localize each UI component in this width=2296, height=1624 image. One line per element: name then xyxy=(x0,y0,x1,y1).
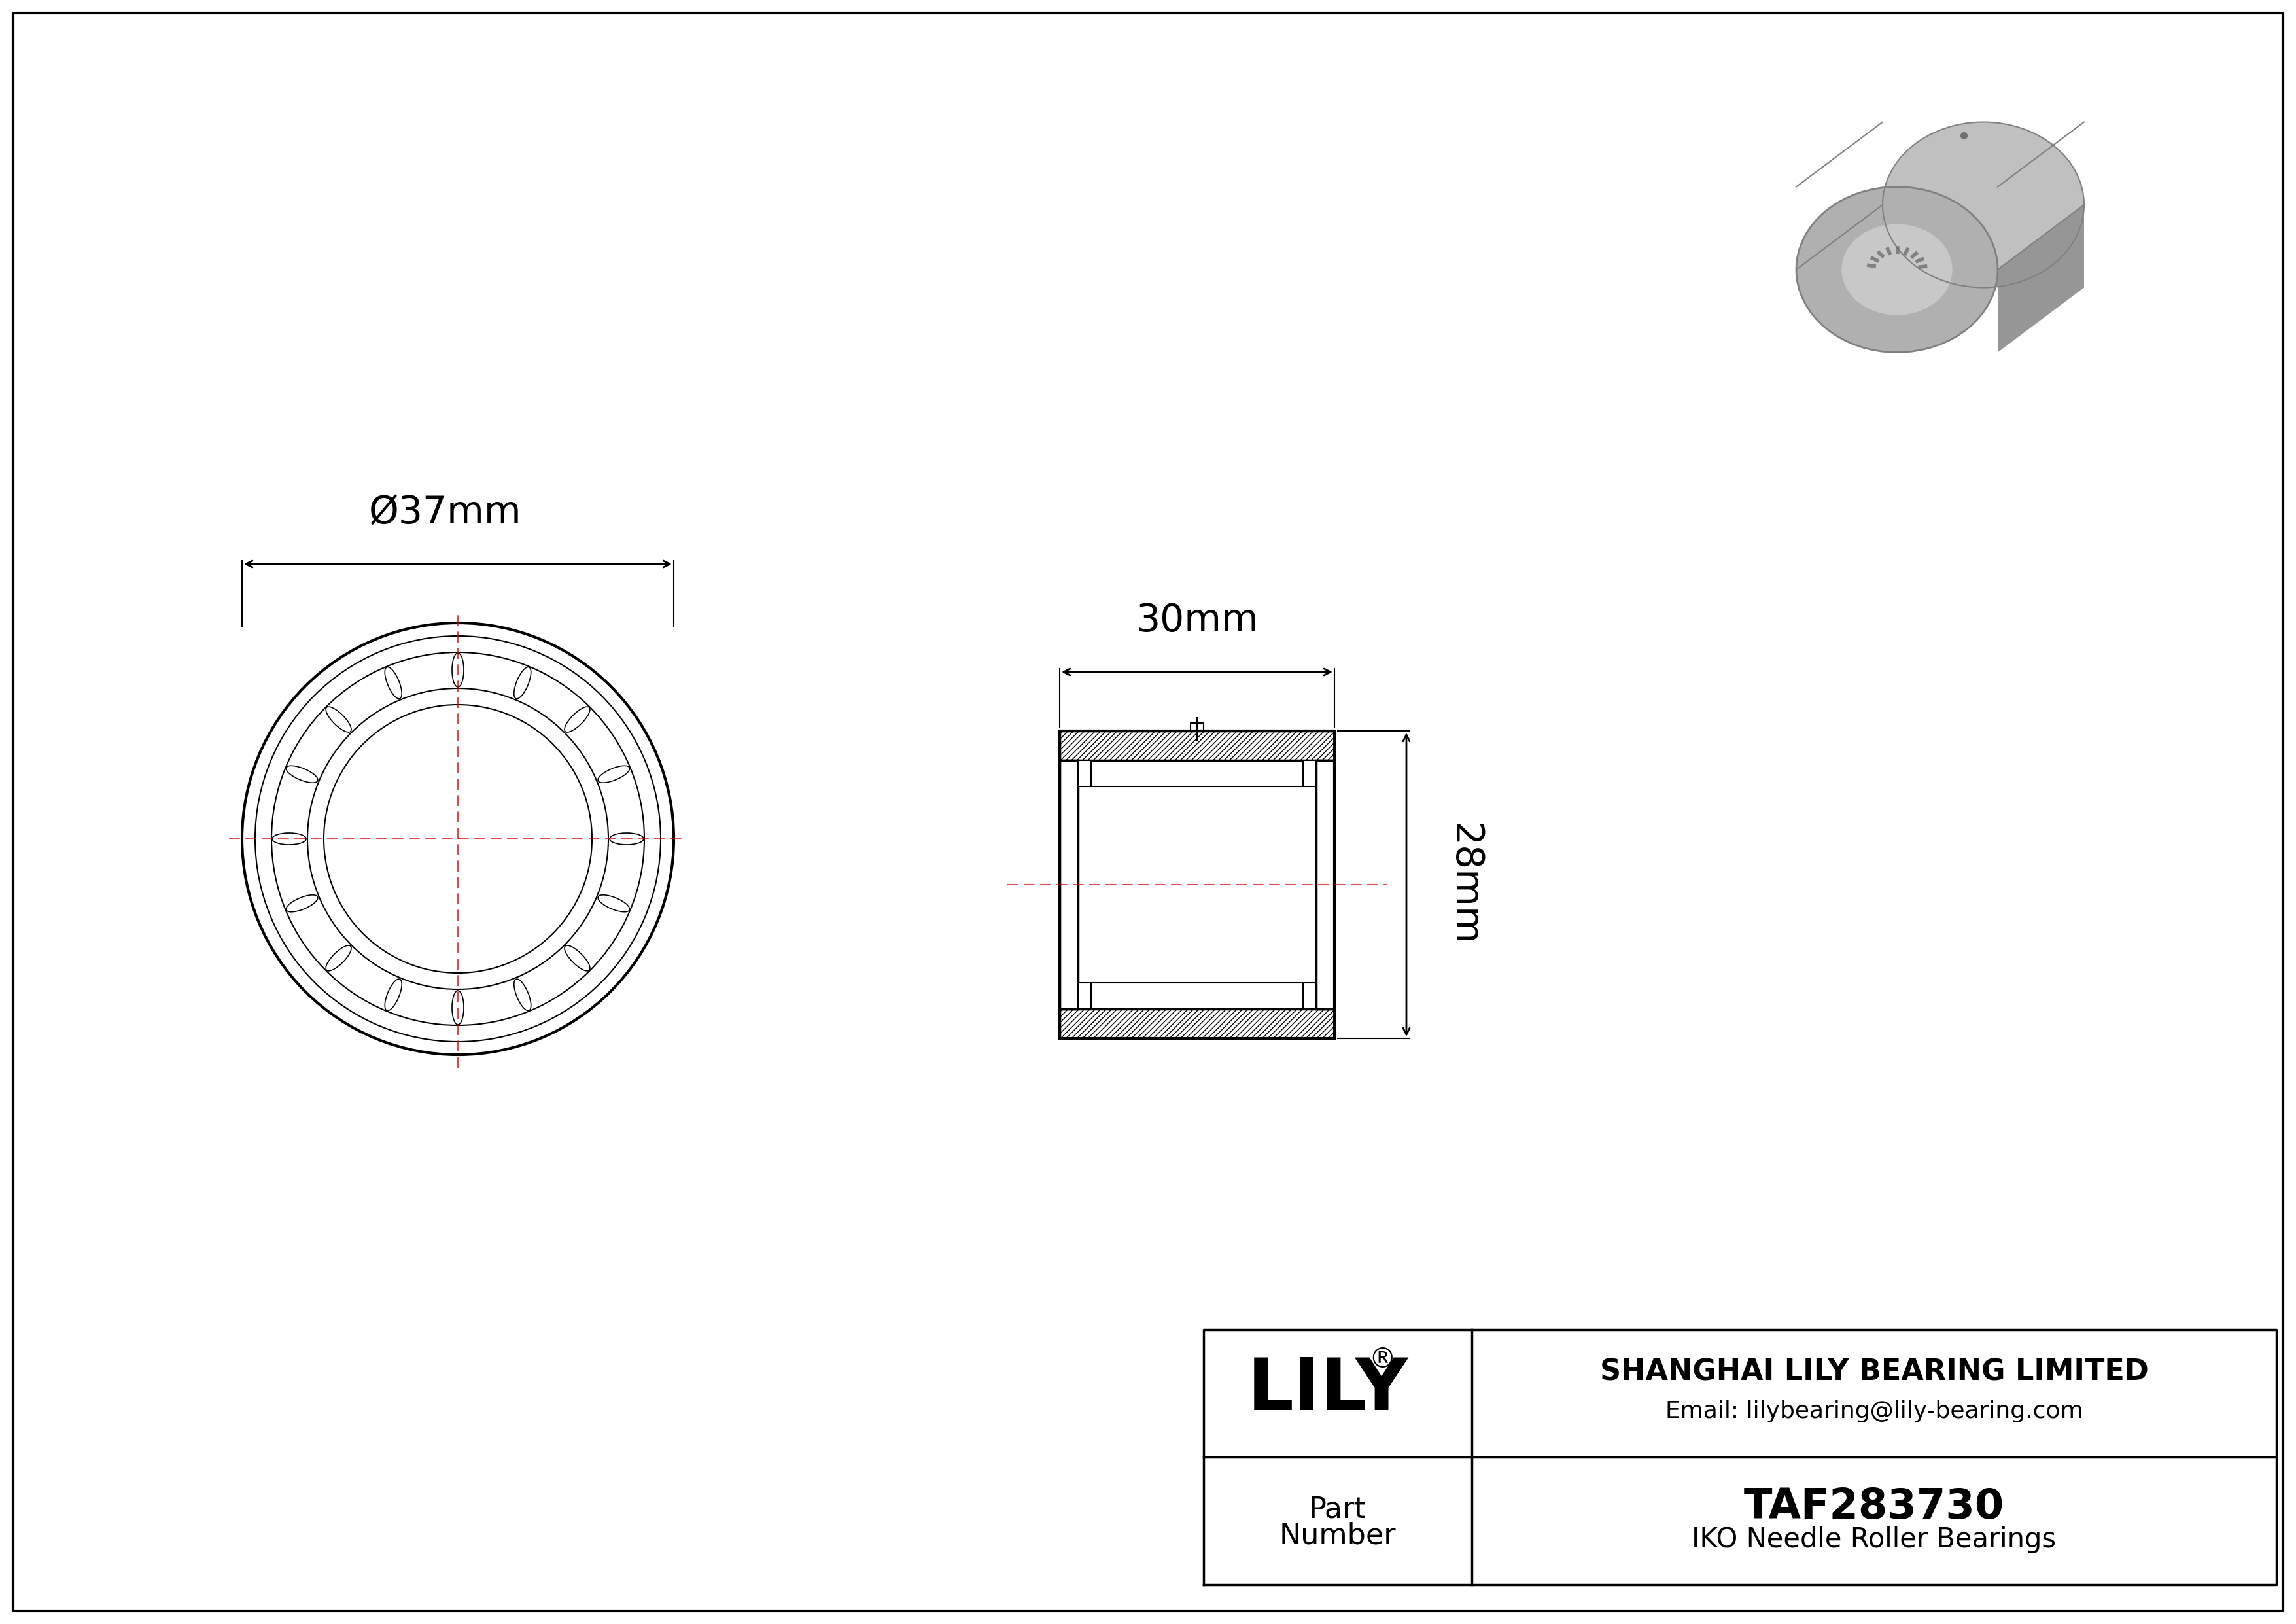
Bar xyxy=(1061,1009,1334,1038)
Text: Email: lilybearing@lily-bearing.com: Email: lilybearing@lily-bearing.com xyxy=(1665,1400,2082,1423)
Text: LILY: LILY xyxy=(1247,1354,1407,1426)
Bar xyxy=(1061,731,1334,760)
Ellipse shape xyxy=(1883,122,2085,287)
Bar xyxy=(1061,731,1334,1038)
Ellipse shape xyxy=(1795,187,1998,352)
Polygon shape xyxy=(1998,205,2085,352)
Bar xyxy=(1061,760,1079,1009)
Bar xyxy=(1316,760,1334,1009)
Text: ®: ® xyxy=(1368,1346,1396,1372)
Ellipse shape xyxy=(1841,224,1952,315)
Text: Number: Number xyxy=(1279,1522,1396,1549)
Polygon shape xyxy=(1795,122,2085,270)
Polygon shape xyxy=(1795,205,2085,352)
Bar xyxy=(1079,983,1091,1009)
Bar xyxy=(1304,983,1316,1009)
Bar xyxy=(1079,760,1091,786)
Text: TAF283730: TAF283730 xyxy=(1745,1486,2004,1527)
Bar xyxy=(1192,723,1203,731)
Ellipse shape xyxy=(1795,187,1998,352)
Text: Ø37mm: Ø37mm xyxy=(367,494,521,531)
Text: IKO Needle Roller Bearings: IKO Needle Roller Bearings xyxy=(1692,1525,2057,1553)
Text: Part: Part xyxy=(1309,1496,1366,1523)
Bar xyxy=(1304,760,1316,786)
Bar xyxy=(1061,731,1334,1038)
Text: 30mm: 30mm xyxy=(1137,603,1258,640)
Text: SHANGHAI LILY BEARING LIMITED: SHANGHAI LILY BEARING LIMITED xyxy=(1600,1358,2149,1387)
Text: 28mm: 28mm xyxy=(1446,823,1483,947)
